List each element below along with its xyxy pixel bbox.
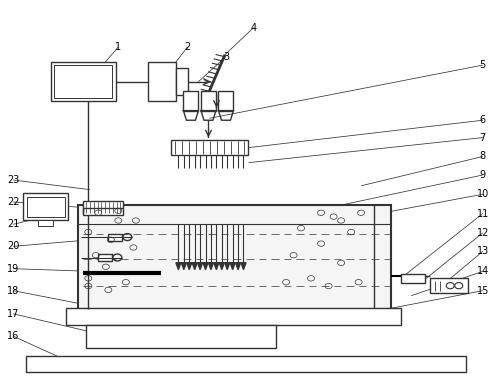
Polygon shape — [175, 263, 180, 270]
Text: 13: 13 — [476, 247, 488, 256]
Text: 10: 10 — [476, 189, 488, 199]
Polygon shape — [208, 263, 213, 270]
Polygon shape — [219, 263, 224, 270]
Text: 7: 7 — [478, 133, 485, 142]
Text: 1: 1 — [115, 42, 121, 52]
Bar — [108, 234, 122, 241]
Polygon shape — [229, 263, 234, 270]
Text: 8: 8 — [479, 151, 485, 161]
Bar — [429, 278, 467, 293]
Polygon shape — [213, 263, 218, 270]
Text: 15: 15 — [475, 286, 488, 296]
Polygon shape — [181, 263, 186, 270]
Bar — [78, 205, 390, 309]
Bar — [218, 91, 233, 111]
Bar — [148, 62, 175, 101]
Text: 22: 22 — [7, 197, 20, 207]
Polygon shape — [235, 263, 240, 270]
Text: 12: 12 — [475, 228, 488, 238]
Text: 16: 16 — [7, 331, 20, 341]
Text: 6: 6 — [479, 115, 485, 125]
Text: 18: 18 — [7, 286, 20, 296]
Bar — [86, 325, 276, 348]
Text: 3: 3 — [222, 51, 228, 62]
Polygon shape — [202, 263, 207, 270]
Text: 9: 9 — [479, 170, 485, 180]
Bar — [54, 65, 112, 98]
Text: 19: 19 — [7, 264, 20, 274]
Bar — [26, 356, 465, 372]
Bar — [66, 308, 400, 325]
Polygon shape — [197, 263, 202, 270]
Bar — [23, 193, 68, 221]
Bar — [38, 220, 53, 226]
Text: 20: 20 — [7, 241, 20, 251]
Bar — [51, 62, 116, 101]
Bar — [400, 274, 424, 283]
Polygon shape — [186, 263, 191, 270]
Polygon shape — [224, 263, 229, 270]
Bar — [170, 140, 248, 155]
Text: 5: 5 — [478, 60, 485, 70]
Bar — [98, 254, 112, 261]
Text: 4: 4 — [250, 23, 256, 33]
Bar — [183, 91, 198, 111]
Polygon shape — [192, 263, 197, 270]
Text: 23: 23 — [7, 175, 20, 185]
Bar — [27, 197, 65, 217]
Text: 11: 11 — [476, 209, 488, 219]
Text: 21: 21 — [7, 219, 20, 229]
Text: 14: 14 — [476, 266, 488, 276]
Polygon shape — [240, 263, 245, 270]
Bar — [83, 201, 123, 215]
Text: 17: 17 — [7, 309, 20, 319]
Text: 2: 2 — [184, 42, 190, 52]
Bar — [175, 68, 188, 95]
Bar — [200, 91, 215, 111]
